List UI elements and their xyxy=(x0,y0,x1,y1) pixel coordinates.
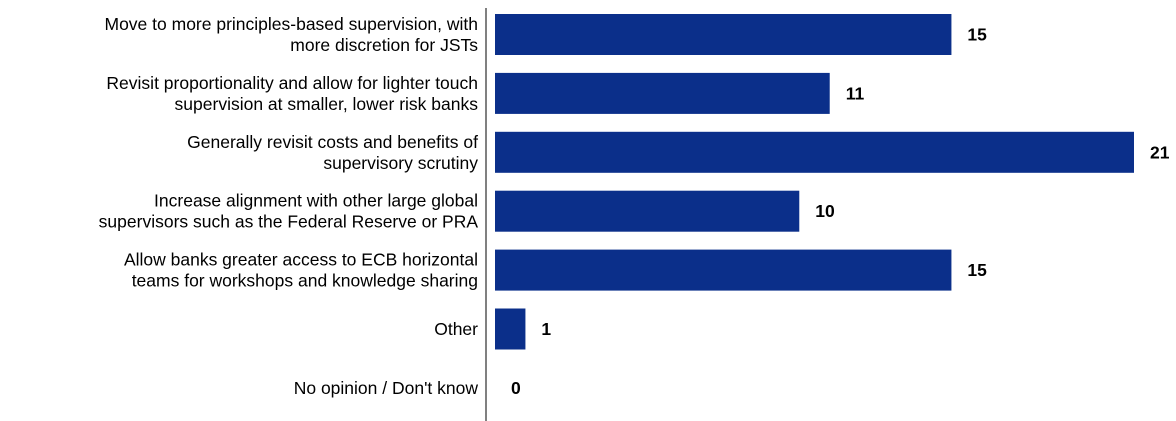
bar xyxy=(495,131,1134,173)
category-label: Generally revisit costs and benefits of xyxy=(187,132,478,152)
bar xyxy=(495,72,830,114)
data-label: 15 xyxy=(967,25,987,45)
data-label: 1 xyxy=(541,319,551,339)
category-label: Other xyxy=(434,319,478,339)
category-label: No opinion / Don't know xyxy=(294,378,479,398)
category-label: supervisory scrutiny xyxy=(323,153,478,173)
data-label: 11 xyxy=(846,83,865,103)
category-label: Revisit proportionality and allow for li… xyxy=(106,73,478,93)
category-label: supervisors such as the Federal Reserve … xyxy=(99,212,479,232)
data-label: 21 xyxy=(1150,142,1170,162)
category-label: Move to more principles-based supervisio… xyxy=(105,14,479,34)
bar xyxy=(495,14,952,55)
bar xyxy=(495,308,526,350)
category-label: Increase alignment with other large glob… xyxy=(154,191,478,211)
category-label: Allow banks greater access to ECB horizo… xyxy=(124,250,478,270)
data-label: 15 xyxy=(967,260,987,280)
bar xyxy=(495,190,800,232)
category-label: supervision at smaller, lower risk banks xyxy=(175,94,479,114)
category-label: more discretion for JSTs xyxy=(290,35,478,55)
data-label: 0 xyxy=(511,378,521,398)
bar xyxy=(495,249,952,291)
chart-marks: 15 Move to more principles-based supervis… xyxy=(99,14,1170,398)
data-label: 10 xyxy=(815,201,835,221)
category-label: teams for workshops and knowledge sharin… xyxy=(132,271,478,291)
